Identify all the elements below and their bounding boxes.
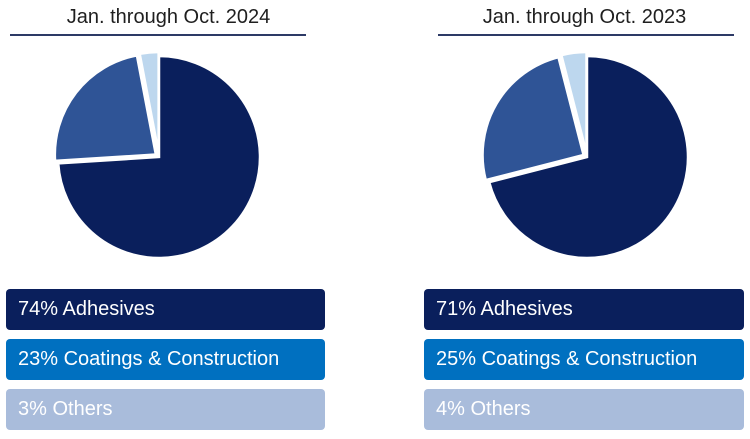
legend-item-others: 3% Others [6,389,325,430]
chart-panel-2023: Jan. through Oct. 2023 71% Adhesives 25%… [422,0,747,439]
legend-item-coatings-construction: 25% Coatings & Construction [424,339,744,380]
pie-chart-2023 [481,50,690,260]
legend-item-coatings-construction: 23% Coatings & Construction [6,339,325,380]
legend-item-adhesives: 71% Adhesives [424,289,744,330]
pie-chart-2024 [53,50,262,260]
pie-slice-coatings-construction [481,55,586,182]
legend-item-adhesives: 74% Adhesives [6,289,325,330]
pie-slice-others [138,50,160,154]
pie-slice-coatings-construction [53,53,158,163]
chart-panel-2024: Jan. through Oct. 2024 74% Adhesives 23%… [6,0,331,439]
title-underline [10,34,306,36]
title-underline [438,34,734,36]
legend-item-others: 4% Others [424,389,744,430]
chart-title: Jan. through Oct. 2023 [482,6,687,28]
chart-title: Jan. through Oct. 2024 [66,6,271,28]
pie-slice-others [559,50,588,154]
pie-slice-adhesives [487,54,690,260]
pie-slice-adhesives [56,54,262,260]
